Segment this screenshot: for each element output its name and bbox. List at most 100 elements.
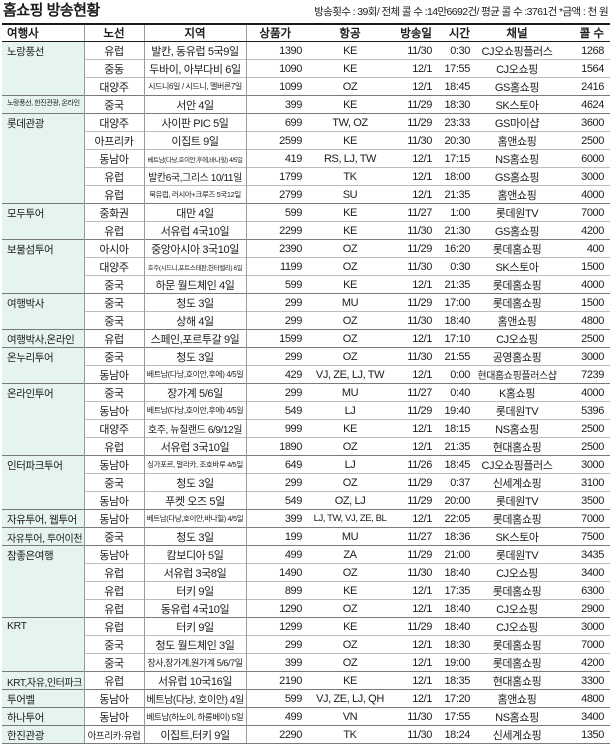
airline-cell: OZ	[310, 473, 390, 492]
airline-cell: KE	[310, 95, 390, 114]
calls-cell: 6300	[560, 581, 610, 600]
date-cell: 12/1	[390, 365, 434, 384]
price-cell: 1090	[246, 59, 310, 78]
time-cell: 1:00	[434, 203, 474, 222]
airline-cell: KE	[310, 275, 390, 294]
agency-cell: 온라인투어	[2, 383, 85, 456]
channel-cell: CJ오쇼핑플러스	[474, 455, 560, 474]
price-cell: 399	[246, 509, 310, 528]
table-row: 중국 하문 월드체인 4일 599 KE 12/1 21:35 롯데홈쇼핑 4000	[2, 275, 610, 294]
date-cell: 12/1	[390, 635, 434, 654]
table-row: 노랑풍선, 한진관광, 온라인 중국 서안 4일 399 KE 11/29 18:30 SK스…	[2, 95, 610, 114]
airline-cell: KE	[310, 581, 390, 600]
title-bar: 홈쇼핑 방송현황 방송횟수 : 39회/ 전체 콜 수 :14만6692건/ 평…	[0, 0, 612, 23]
time-cell: 0:30	[450, 44, 470, 57]
region-cell: 캄보디아 5일	[144, 545, 247, 564]
region-cell: 대만 4일	[144, 203, 247, 222]
price-cell: 499	[246, 545, 310, 564]
date-cell: 11/30	[390, 563, 434, 582]
channel-cell: 현대홈쇼핑	[474, 671, 560, 690]
airline-cell: KE	[310, 671, 390, 690]
table-row: 중국 청도 월드체인 3일 299 OZ 12/1 18:30 롯데홈쇼핑 7000	[2, 635, 610, 654]
route-cell: 유럽	[84, 437, 145, 456]
header-date: 방송일	[390, 23, 434, 42]
agency-cell: 참좋은여행	[2, 545, 85, 618]
route-cell: 유럽	[84, 329, 145, 348]
calls-cell: 7239	[560, 365, 610, 384]
channel-cell: 신세계쇼핑	[474, 725, 560, 744]
airline-cell: OZ	[310, 257, 390, 276]
table-row: 동남아 베트남(다낭,호이안,후에) 4/5일 549 LJ 11/29 19:40 롯데원…	[2, 401, 610, 420]
route-cell: 동남아	[84, 689, 145, 708]
region-cell: 베트남(다낭,호이안,후에) 4/5일	[144, 365, 247, 384]
date-cell: 11/29	[390, 113, 434, 132]
region-cell: 서안 4일	[144, 95, 247, 114]
calls-cell: 4624	[560, 95, 610, 114]
channel-cell: NS홈쇼핑	[474, 149, 560, 168]
time-cell: 0:00	[434, 365, 474, 384]
calls-cell: 2416	[560, 77, 610, 96]
table-row: 아프리카 이집트 9일 2599 KE 11/30 20:30 홈앤쇼핑 2500	[2, 131, 610, 150]
price-cell: 299	[246, 293, 310, 312]
price-cell: 1890	[246, 437, 310, 456]
table-row: 인터파크투어 동남아 싱가포르, 말라카, 조호바루 4/5일 649 LJ 11/26 1…	[2, 455, 610, 510]
calls-cell: 7000	[560, 635, 610, 654]
calls-cell: 7500	[560, 527, 610, 546]
region-cell: 터키 9일	[144, 581, 247, 600]
agency-cell: 여행박사	[2, 293, 85, 330]
airline-cell: SU	[310, 185, 390, 204]
route-cell: 중국	[84, 311, 145, 330]
table-row: 모두투어 중화권 대만 4일 599 KE 11/27 1:00 롯데원TV 7000	[2, 203, 610, 240]
time-cell: 0:40	[434, 383, 474, 402]
channel-cell: 롯데홈쇼핑	[474, 239, 560, 258]
table-row: 유럽 서유럽 3국8일 1490 OZ 11/30 18:40 CJ오쇼핑 3400	[2, 563, 610, 582]
date-cell: 12/1	[390, 599, 434, 618]
table-row: 투어벨 동남아 베트남(다낭, 호이안) 4일 599 VJ, ZE, LJ, QH 12…	[2, 689, 610, 708]
price-cell: 499	[246, 707, 310, 726]
date-cell: 12/1	[390, 437, 434, 456]
date-cell: 11/30	[390, 725, 434, 744]
date-cell: 12/1	[390, 653, 434, 672]
table-row: 대양주 시드니6일 / 시드니, 멜버른7일 1099 OZ 12/1 18:45 GS홈쇼…	[2, 77, 610, 96]
channel-cell: 홈앤쇼핑	[474, 185, 560, 204]
airline-cell: VJ, ZE, LJ, TW	[310, 365, 390, 384]
price-cell: 299	[246, 383, 310, 402]
route-cell: 유럽	[84, 563, 145, 582]
route-cell: 유럽	[84, 617, 145, 636]
channel-cell: 신세계쇼핑	[474, 473, 560, 492]
calls-cell: 2500	[560, 329, 610, 348]
agency-cell: 노랑풍선, 한진관광, 온라인	[2, 95, 85, 114]
region-cell: 중앙아시아 3국10일	[144, 239, 247, 258]
region-cell: 청도 3일	[144, 293, 247, 312]
route-cell: 대양주	[84, 419, 145, 438]
airline-cell: KE	[310, 203, 390, 222]
table-row: KRT 유럽 터키 9일 1299 KE 11/29 18:40 CJ오쇼핑 3000	[2, 617, 610, 672]
price-cell: 429	[246, 365, 310, 384]
route-cell: 중국	[84, 473, 145, 492]
airline-cell: LJ	[310, 401, 390, 420]
date-cell: 12/1	[390, 149, 434, 168]
region-cell: 이집트 9일	[144, 131, 247, 150]
channel-cell: 롯데홈쇼핑	[474, 509, 560, 528]
agency-cell: 자유투어, 웹투어	[2, 509, 85, 528]
header-region: 지역	[144, 23, 247, 42]
route-cell: 동남아	[84, 401, 145, 420]
airline-cell: KE	[310, 419, 390, 438]
time-cell: 21:35	[434, 275, 474, 294]
airline-cell: MU	[310, 527, 390, 546]
calls-cell: 1268	[581, 44, 604, 57]
price-cell: 599	[246, 275, 310, 294]
region-cell: 시드니6일 / 시드니, 멜버른7일	[144, 77, 247, 96]
price-cell: 1599	[246, 329, 310, 348]
channel-cell: 롯데홈쇼핑	[474, 581, 560, 600]
airline-cell: ZA	[310, 545, 390, 564]
price-cell: 299	[246, 635, 310, 654]
calls-cell: 400	[560, 239, 610, 258]
table-row: 참좋은여행 동남아 캄보디아 5일 499 ZA 11/29 21:00 롯데원TV 3435	[2, 545, 610, 618]
table-row: 중국 상해 4일 299 OZ 11/30 18:40 홈앤쇼핑 4800	[2, 311, 610, 330]
calls-cell: 3000	[560, 455, 610, 474]
region-cell: 이집트,터키 9일	[144, 725, 247, 744]
channel-cell: NS홈쇼핑	[474, 707, 560, 726]
region-cell: 베트남(하노이, 하롱베이) 5일	[144, 707, 247, 726]
calls-cell: 4000	[560, 383, 610, 402]
